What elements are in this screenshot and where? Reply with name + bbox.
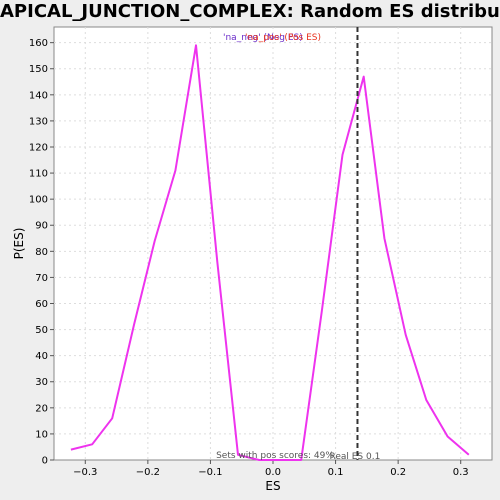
- x-tick-label: −0.3: [73, 467, 97, 478]
- y-tick-label: 130: [29, 116, 48, 127]
- legend-neg-entry: 'na_neg' (Neg ES): [223, 33, 303, 43]
- y-axis-ticks: 0 10 20 30 40 50 60 70 80 90 100 110 120 130 140 150 160: [29, 38, 54, 467]
- es-distribution-line: [70, 44, 470, 461]
- y-tick-label: 50: [35, 325, 48, 336]
- y-tick-label: 20: [35, 403, 48, 414]
- x-tick-label: 0.3: [453, 467, 469, 478]
- y-tick-label: 40: [35, 351, 48, 362]
- y-tick-label: 90: [35, 221, 48, 232]
- y-tick-label: 120: [29, 142, 48, 153]
- y-tick-label: 110: [29, 169, 48, 180]
- y-tick-label: 150: [29, 64, 48, 75]
- y-tick-label: 160: [29, 38, 48, 49]
- y-axis-label: P(ES): [12, 228, 26, 260]
- x-tick-label: −0.1: [198, 467, 222, 478]
- y-tick-label: 30: [35, 377, 48, 388]
- y-tick-label: 0: [42, 456, 48, 467]
- real-es-label: Real ES 0.1: [329, 452, 380, 462]
- x-tick-label: −0.2: [136, 467, 160, 478]
- x-tick-label: 0.1: [328, 467, 344, 478]
- chart-title: APICAL_JUNCTION_COMPLEX: Random ES distr…: [0, 1, 500, 22]
- legend-pos-entry: 'na_pos' (Pos ES): [245, 33, 321, 43]
- y-tick-label: 70: [35, 273, 48, 284]
- x-axis-ticks: −0.3 −0.2 −0.1 0.0 0.1 0.2 0.3: [73, 460, 469, 478]
- y-tick-label: 80: [35, 247, 48, 258]
- pos-scores-annotation: Sets with pos scores: 49%: [216, 451, 334, 461]
- y-tick-label: 100: [29, 195, 48, 206]
- grid: [54, 27, 492, 460]
- x-tick-label: 0.0: [265, 467, 281, 478]
- y-tick-label: 140: [29, 90, 48, 101]
- x-axis-label: ES: [265, 479, 280, 493]
- y-tick-label: 60: [35, 299, 48, 310]
- x-tick-label: 0.2: [390, 467, 406, 478]
- y-tick-label: 10: [35, 429, 48, 440]
